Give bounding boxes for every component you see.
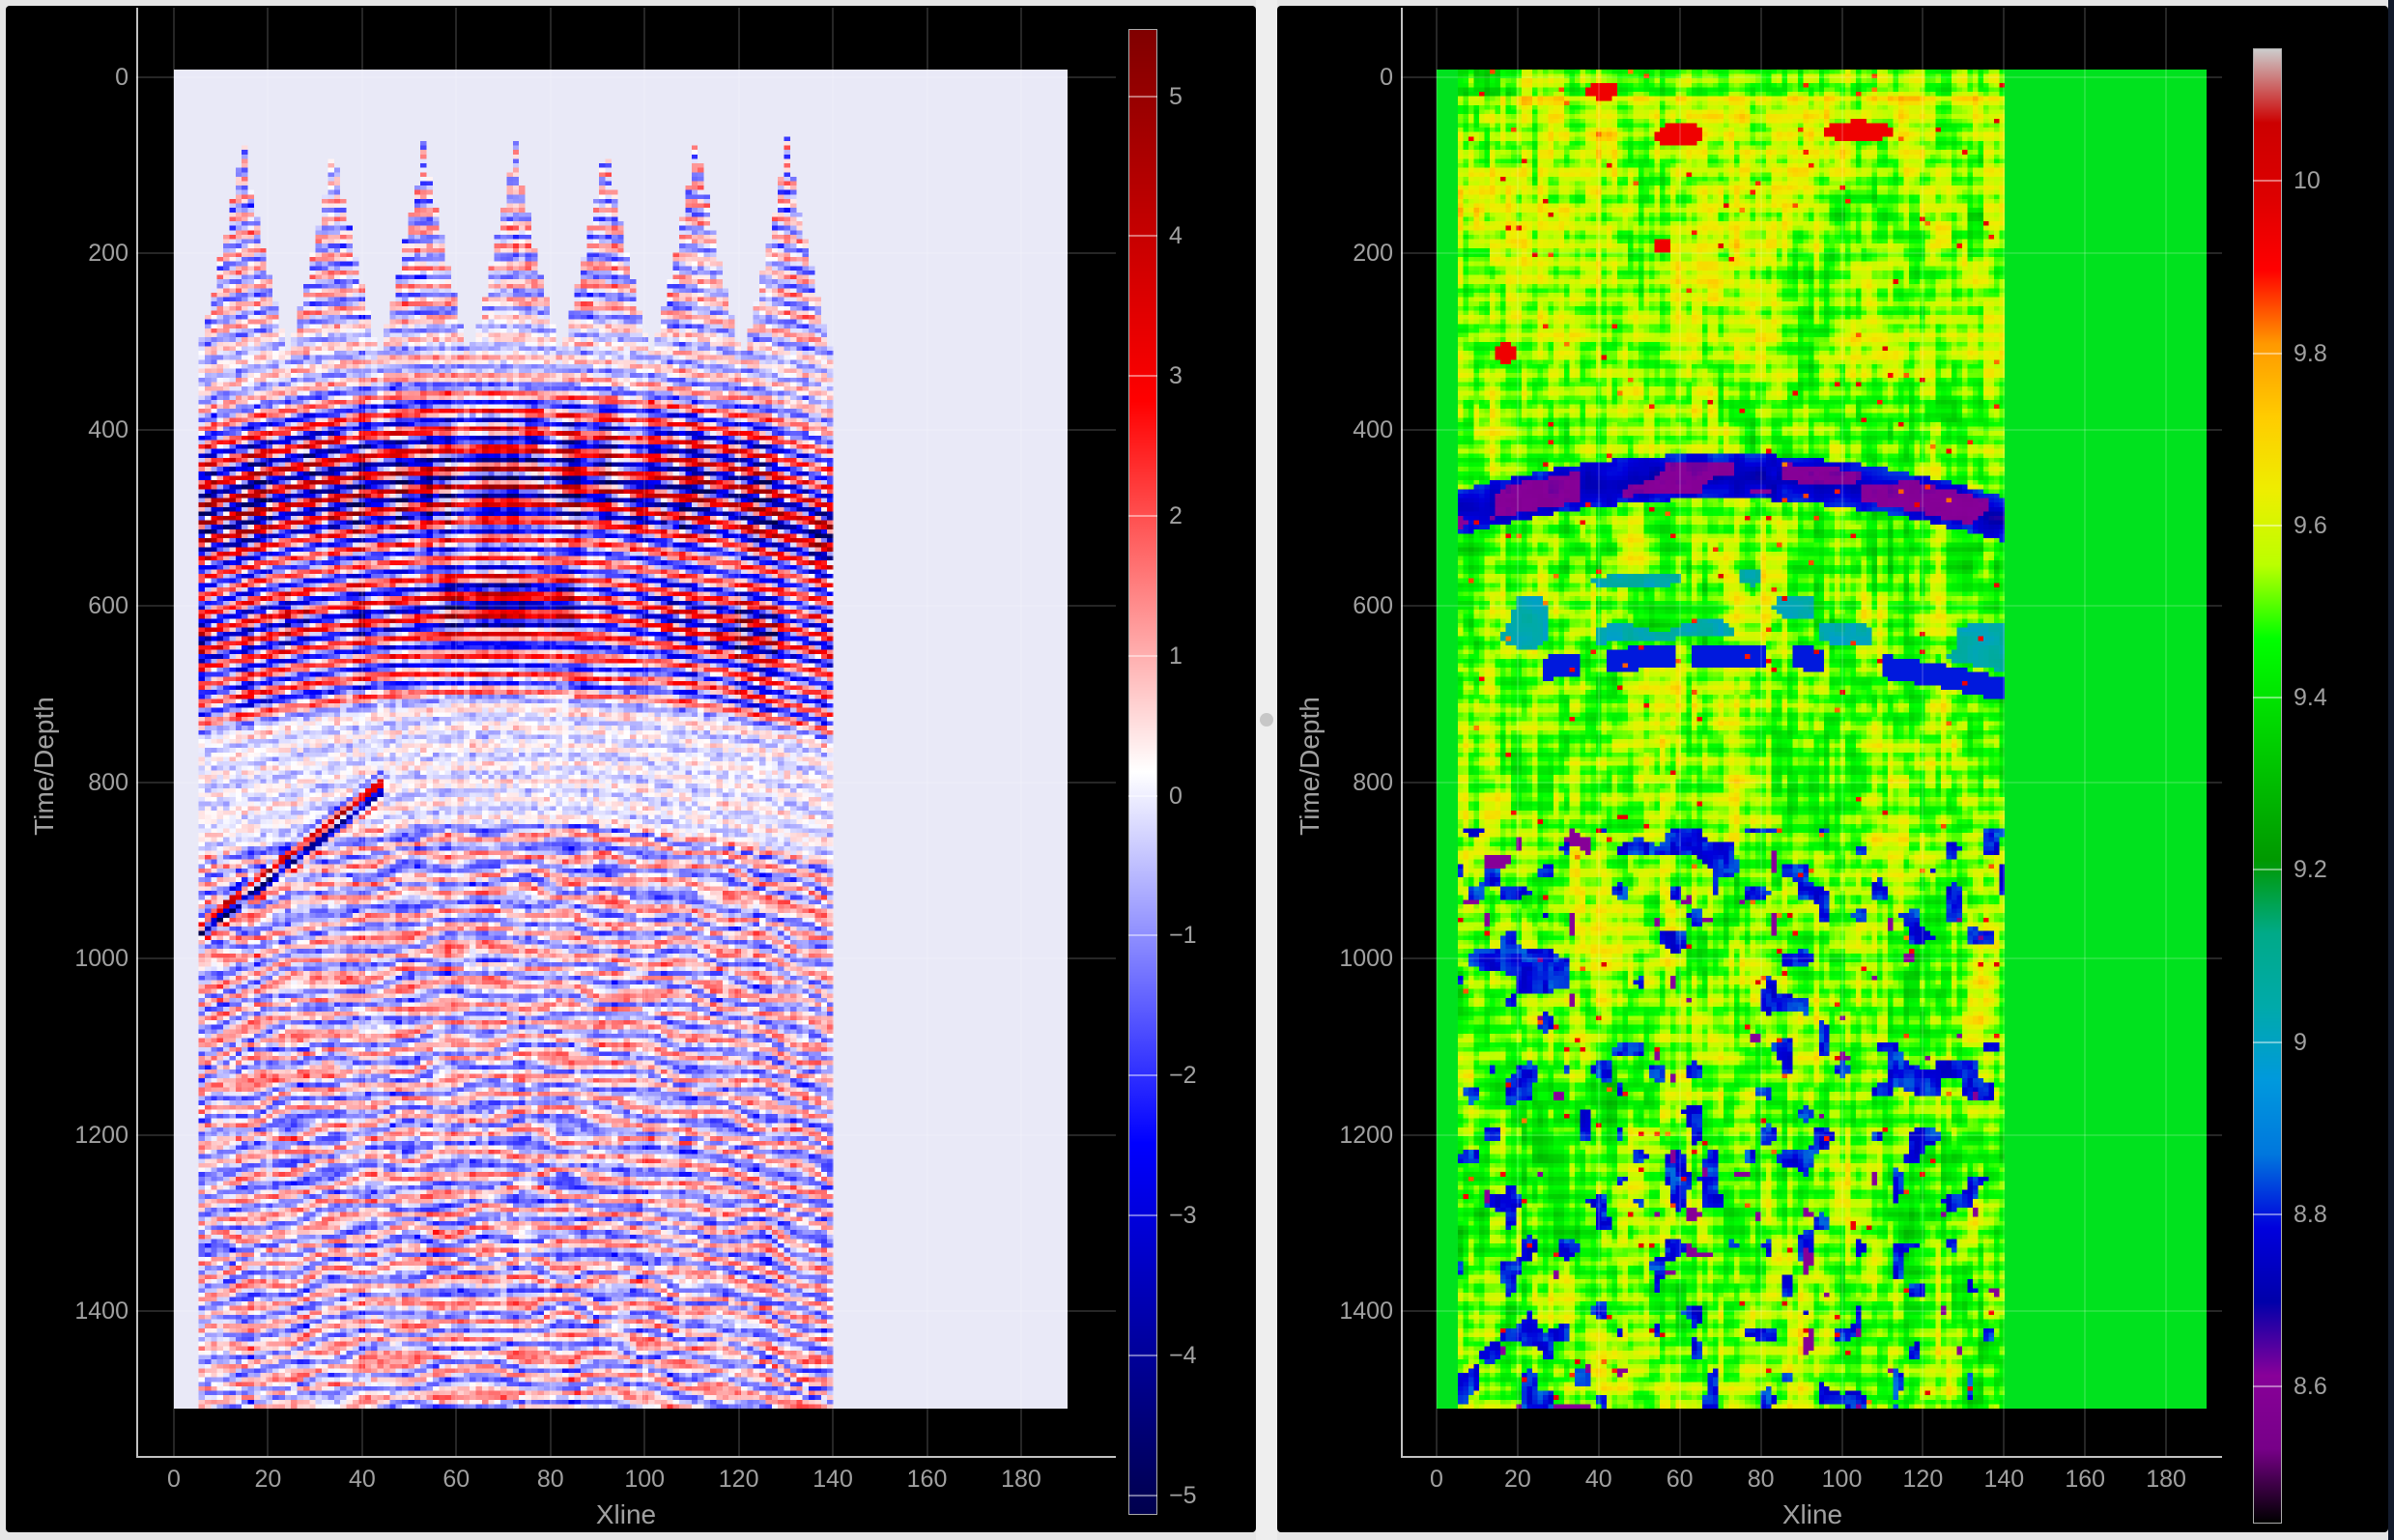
y-tick-label: 1000 — [1339, 945, 1393, 973]
attribute-heatmap-canvas[interactable] — [1437, 70, 2207, 1409]
colorbar — [1128, 29, 1157, 1515]
colorbar-tick-label: 8.8 — [2294, 1200, 2327, 1228]
y-tick-label: 800 — [88, 768, 128, 796]
colorbar-tick — [1128, 654, 1157, 657]
y-tick-label: 200 — [88, 240, 128, 268]
colorbar-tick-label: 4 — [1169, 222, 1183, 250]
x-tick-label: 20 — [254, 1466, 282, 1493]
colorbar-tick-label: −5 — [1169, 1481, 1197, 1509]
colorbar-tick-label: 5 — [1169, 82, 1183, 110]
colorbar-tick — [1128, 1074, 1157, 1077]
x-tick-label: 120 — [1902, 1466, 1944, 1493]
y-tick-label: 1200 — [1339, 1121, 1393, 1149]
colorbar-tick — [1128, 1354, 1157, 1356]
colorbar-tick — [2253, 524, 2282, 527]
y-tick-label: 600 — [88, 592, 128, 620]
colorbar-tick-label: 9.2 — [2294, 856, 2327, 884]
x-tick-label: 180 — [2146, 1466, 2186, 1493]
colorbar-tick — [1128, 375, 1157, 378]
colorbar-tick — [1128, 235, 1157, 238]
x-tick-label: 0 — [1430, 1466, 1443, 1493]
y-axis-title: Time/Depth — [1295, 697, 1325, 836]
x-tick-label: 160 — [906, 1466, 948, 1493]
x-tick-label: 140 — [1983, 1466, 2025, 1493]
y-tick-label: 1000 — [74, 945, 128, 973]
x-tick-label: 100 — [1821, 1466, 1863, 1493]
colorbar-tick — [1128, 794, 1157, 797]
x-axis-line — [136, 1456, 1116, 1458]
x-tick-label: 60 — [1666, 1466, 1694, 1493]
colorbar-tick-label: 0 — [1169, 782, 1183, 810]
colorbar-tick-label: 9 — [2294, 1028, 2307, 1056]
colorbar-tick — [1128, 514, 1157, 517]
y-tick-label: 1400 — [1339, 1297, 1393, 1325]
colorbar-tick-label: 9.6 — [2294, 511, 2327, 539]
x-tick-label: 100 — [624, 1466, 666, 1493]
colorbar-tick-label: 2 — [1169, 501, 1183, 529]
x-axis-title: Xline — [595, 1499, 657, 1529]
y-tick-label: 0 — [1380, 64, 1393, 91]
x-axis-title: Xline — [1781, 1499, 1843, 1529]
colorbar-tick-label: 3 — [1169, 362, 1183, 390]
y-tick-label: 200 — [1353, 240, 1393, 268]
colorbar-tick-label: −4 — [1169, 1341, 1197, 1369]
colorbar-tick — [2253, 1385, 2282, 1388]
colorbar-tick — [2253, 869, 2282, 871]
colorbar-tick-label: −3 — [1169, 1202, 1197, 1230]
x-tick-label: 60 — [442, 1466, 470, 1493]
panel-splitter[interactable] — [1256, 0, 1277, 1540]
x-tick-label: 40 — [348, 1466, 376, 1493]
colorbar-tick — [1128, 1214, 1157, 1217]
x-axis-line — [1401, 1456, 2222, 1458]
x-tick-label: 180 — [1001, 1466, 1041, 1493]
amplitude-heatmap-canvas[interactable] — [174, 70, 1068, 1409]
x-tick-label: 80 — [1747, 1466, 1775, 1493]
x-tick-label: 160 — [2065, 1466, 2106, 1493]
x-tick-label: 20 — [1503, 1466, 1531, 1493]
x-tick-label: 120 — [718, 1466, 759, 1493]
y-tick-label: 800 — [1353, 768, 1393, 796]
splitter-drag-handle[interactable] — [1260, 713, 1273, 727]
colorbar-tick — [1128, 95, 1157, 98]
colorbar-tick — [1128, 934, 1157, 937]
y-axis-line — [1401, 8, 1403, 1456]
y-tick-label: 400 — [1353, 415, 1393, 443]
x-tick-label: 40 — [1584, 1466, 1612, 1493]
y-tick-label: 400 — [88, 415, 128, 443]
colorbar — [2253, 48, 2282, 1524]
y-tick-label: 0 — [115, 64, 128, 91]
y-tick-label: 1200 — [74, 1121, 128, 1149]
colorbar-tick-label: 9.4 — [2294, 684, 2327, 712]
y-tick-label: 1400 — [74, 1297, 128, 1325]
y-axis-line — [136, 8, 138, 1456]
colorbar-tick — [2253, 352, 2282, 355]
x-tick-label: 140 — [812, 1466, 853, 1493]
colorbar-tick-label: −1 — [1169, 922, 1197, 950]
colorbar-tick — [2253, 697, 2282, 699]
colorbar-tick-label: 10 — [2294, 167, 2321, 195]
colorbar-tick-label: 8.6 — [2294, 1373, 2327, 1401]
colorbar-tick — [1128, 1494, 1157, 1497]
x-tick-label: 80 — [536, 1466, 564, 1493]
colorbar-tick-label: −2 — [1169, 1062, 1197, 1090]
x-tick-label: 0 — [167, 1466, 181, 1493]
colorbar-tick — [2253, 1212, 2282, 1215]
y-axis-title: Time/Depth — [29, 697, 59, 836]
colorbar-tick — [2253, 1041, 2282, 1043]
window-edge-strip — [2388, 0, 2394, 1540]
y-tick-label: 600 — [1353, 592, 1393, 620]
colorbar-tick — [2253, 180, 2282, 183]
colorbar-tick-label: 1 — [1169, 642, 1183, 670]
colorbar-tick-label: 9.8 — [2294, 339, 2327, 367]
